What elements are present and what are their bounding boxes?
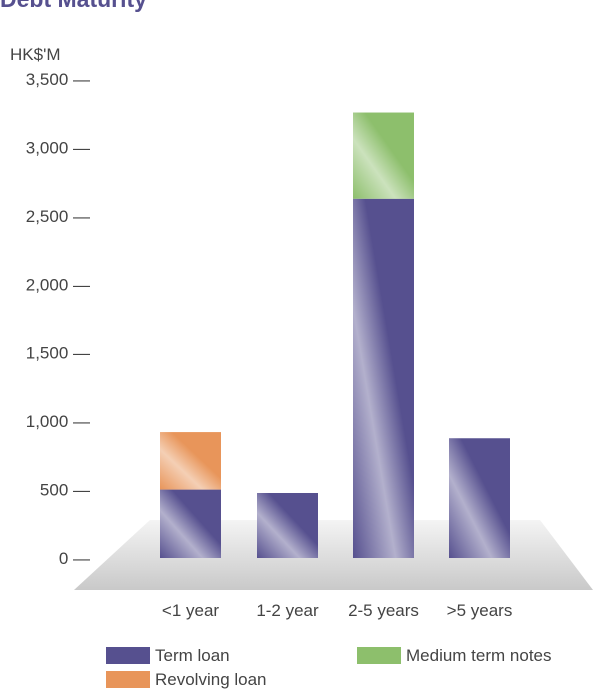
y-tick-label: 1,000 — (26, 412, 90, 431)
x-category-label: 2-5 years (348, 601, 419, 620)
x-category-label: >5 years (447, 601, 513, 620)
y-tick-label: 500 — (40, 481, 90, 500)
bar-sheen-term-loan-5-years (449, 438, 510, 558)
y-tick-label: 3,500 — (26, 70, 90, 89)
y-tick-label: 1,500 — (26, 344, 90, 363)
legend-swatch-medium-term-notes (357, 647, 401, 664)
y-tick-label: 2,500 — (26, 207, 90, 226)
chart-title: Debt Maturity (0, 0, 147, 13)
legend-swatch-term-loan (106, 647, 150, 664)
bar-sheen-term-loan-1-2-year (257, 492, 318, 558)
y-tick-label: 3,000 — (26, 138, 90, 157)
legend-label-revolving-loan: Revolving loan (155, 670, 267, 689)
y-tick-label: 2,000 — (26, 275, 90, 294)
legend-label-medium-term-notes: Medium term notes (406, 646, 552, 665)
bar-sheen-term-loan-2-5-years (353, 198, 414, 558)
legend-label-term-loan: Term loan (155, 646, 230, 665)
bar-sheen-medium-term-notes-2-5-years (353, 112, 414, 199)
x-category-label: <1 year (162, 601, 220, 620)
x-category-label: 1-2 year (256, 601, 319, 620)
bar-sheen-revolving-loan-1-year (160, 432, 221, 490)
y-tick-label: 0 — (59, 549, 90, 568)
bar-sheen-term-loan-1-year (160, 489, 221, 558)
legend-swatch-revolving-loan (106, 671, 150, 688)
y-axis-unit-label: HK$'M (10, 45, 61, 64)
